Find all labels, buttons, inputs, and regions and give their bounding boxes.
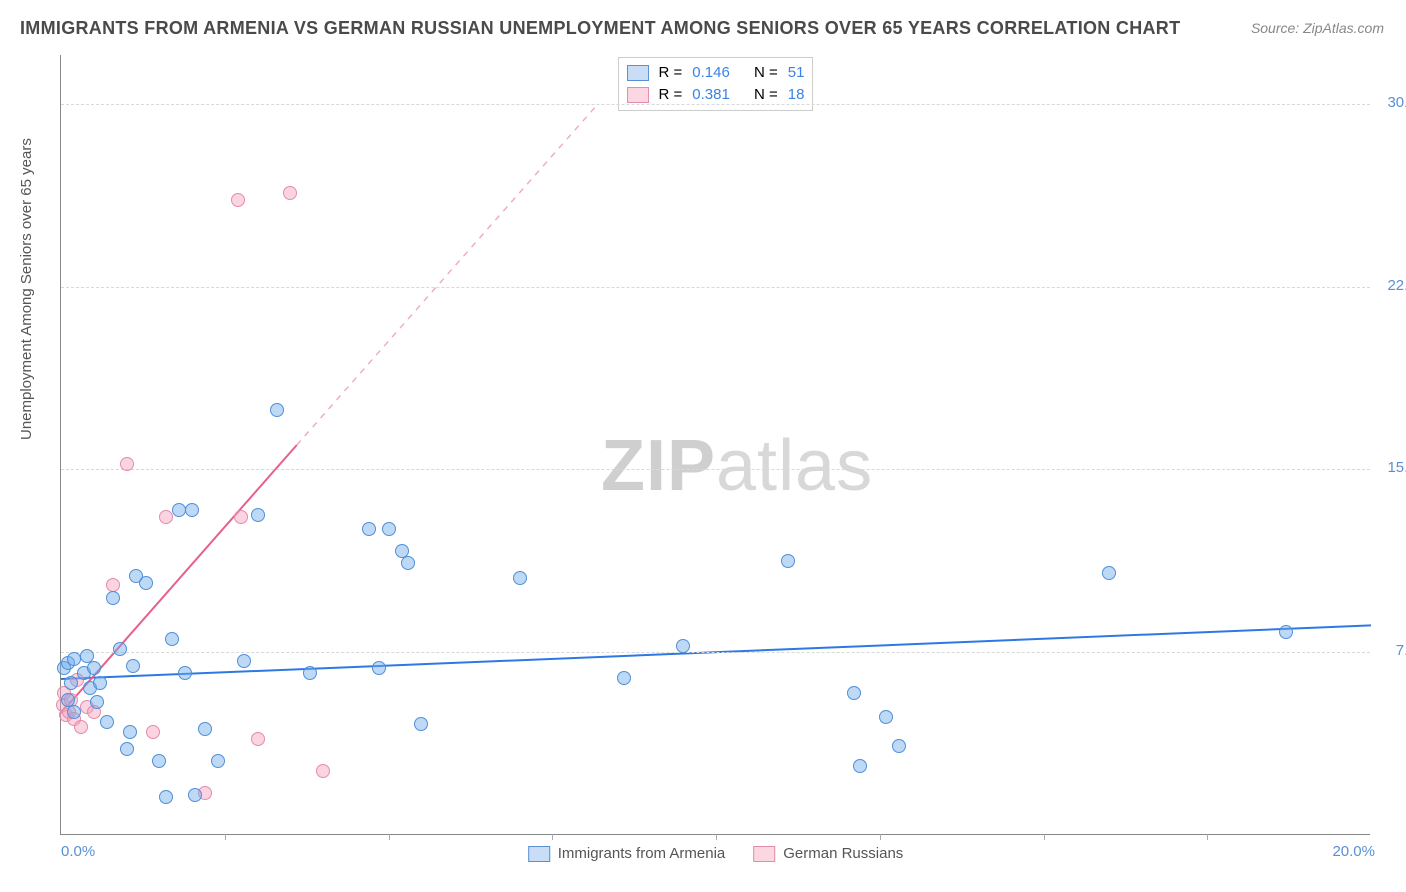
legend-item-german-russians: German Russians bbox=[753, 845, 903, 862]
legend-row-pink: R = 0.381 N = 18 bbox=[627, 84, 805, 106]
data-point bbox=[198, 722, 212, 736]
data-point bbox=[270, 403, 284, 417]
gridline bbox=[61, 469, 1370, 470]
gridline bbox=[61, 104, 1370, 105]
data-point bbox=[676, 639, 690, 653]
data-point bbox=[414, 717, 428, 731]
n-value: 18 bbox=[788, 84, 805, 106]
data-point bbox=[853, 759, 867, 773]
data-point bbox=[231, 193, 245, 207]
data-point bbox=[146, 725, 160, 739]
x-minor-tick bbox=[1207, 834, 1208, 840]
legend-row-blue: R = 0.146 N = 51 bbox=[627, 62, 805, 84]
data-point bbox=[123, 725, 137, 739]
source-label: Source: ZipAtlas.com bbox=[1251, 20, 1384, 36]
data-point bbox=[781, 554, 795, 568]
y-tick-label: 22.5% bbox=[1375, 277, 1406, 294]
trend-lines-layer bbox=[61, 55, 1370, 834]
data-point bbox=[401, 556, 415, 570]
legend-swatch-blue bbox=[627, 65, 649, 81]
legend-swatch-pink bbox=[627, 87, 649, 103]
data-point bbox=[1279, 625, 1293, 639]
data-point bbox=[74, 720, 88, 734]
data-point bbox=[139, 576, 153, 590]
data-point bbox=[159, 790, 173, 804]
data-point bbox=[106, 591, 120, 605]
data-point bbox=[251, 732, 265, 746]
data-point bbox=[152, 754, 166, 768]
n-label: N = bbox=[754, 62, 778, 84]
x-minor-tick bbox=[389, 834, 390, 840]
data-point bbox=[178, 666, 192, 680]
x-minor-tick bbox=[225, 834, 226, 840]
data-point bbox=[513, 571, 527, 585]
data-point bbox=[879, 710, 893, 724]
data-point bbox=[165, 632, 179, 646]
data-point bbox=[237, 654, 251, 668]
data-point bbox=[316, 764, 330, 778]
data-point bbox=[64, 676, 78, 690]
r-value: 0.146 bbox=[692, 62, 730, 84]
x-tick-20: 20.0% bbox=[1332, 843, 1375, 860]
legend-item-armenia: Immigrants from Armenia bbox=[528, 845, 726, 862]
data-point bbox=[617, 671, 631, 685]
data-point bbox=[90, 695, 104, 709]
gridline bbox=[61, 652, 1370, 653]
legend-bottom: Immigrants from Armenia German Russians bbox=[528, 845, 904, 862]
watermark: ZIPatlas bbox=[601, 425, 873, 507]
data-point bbox=[251, 508, 265, 522]
plot-area: ZIPatlas R = 0.146 N = 51 R = 0.381 N = … bbox=[60, 55, 1370, 835]
legend-swatch-pink bbox=[753, 846, 775, 862]
x-tick-0: 0.0% bbox=[61, 843, 95, 860]
y-tick-label: 30.0% bbox=[1375, 94, 1406, 111]
r-label: R = bbox=[659, 84, 683, 106]
data-point bbox=[100, 715, 114, 729]
data-point bbox=[67, 705, 81, 719]
data-point bbox=[113, 642, 127, 656]
x-minor-tick bbox=[716, 834, 717, 840]
watermark-atlas: atlas bbox=[716, 426, 873, 506]
data-point bbox=[126, 659, 140, 673]
data-point bbox=[1102, 566, 1116, 580]
legend-label: Immigrants from Armenia bbox=[558, 845, 726, 862]
legend-label: German Russians bbox=[783, 845, 903, 862]
legend-swatch-blue bbox=[528, 846, 550, 862]
data-point bbox=[372, 661, 386, 675]
watermark-zip: ZIP bbox=[601, 426, 716, 506]
data-point bbox=[67, 652, 81, 666]
n-label: N = bbox=[754, 84, 778, 106]
gridline bbox=[61, 287, 1370, 288]
data-point bbox=[87, 661, 101, 675]
data-point bbox=[382, 522, 396, 536]
chart-title: IMMIGRANTS FROM ARMENIA VS GERMAN RUSSIA… bbox=[20, 18, 1180, 39]
n-value: 51 bbox=[788, 62, 805, 84]
data-point bbox=[234, 510, 248, 524]
data-point bbox=[185, 503, 199, 517]
x-minor-tick bbox=[880, 834, 881, 840]
data-point bbox=[172, 503, 186, 517]
data-point bbox=[188, 788, 202, 802]
data-point bbox=[120, 742, 134, 756]
y-axis-label: Unemployment Among Seniors over 65 years bbox=[18, 138, 35, 440]
x-minor-tick bbox=[552, 834, 553, 840]
data-point bbox=[847, 686, 861, 700]
x-minor-tick bbox=[1044, 834, 1045, 840]
data-point bbox=[93, 676, 107, 690]
data-point bbox=[120, 457, 134, 471]
r-label: R = bbox=[659, 62, 683, 84]
data-point bbox=[362, 522, 376, 536]
data-point bbox=[303, 666, 317, 680]
data-point bbox=[283, 186, 297, 200]
r-value: 0.381 bbox=[692, 84, 730, 106]
data-point bbox=[211, 754, 225, 768]
data-point bbox=[892, 739, 906, 753]
y-tick-label: 15.0% bbox=[1375, 459, 1406, 476]
y-tick-label: 7.5% bbox=[1375, 642, 1406, 659]
data-point bbox=[159, 510, 173, 524]
